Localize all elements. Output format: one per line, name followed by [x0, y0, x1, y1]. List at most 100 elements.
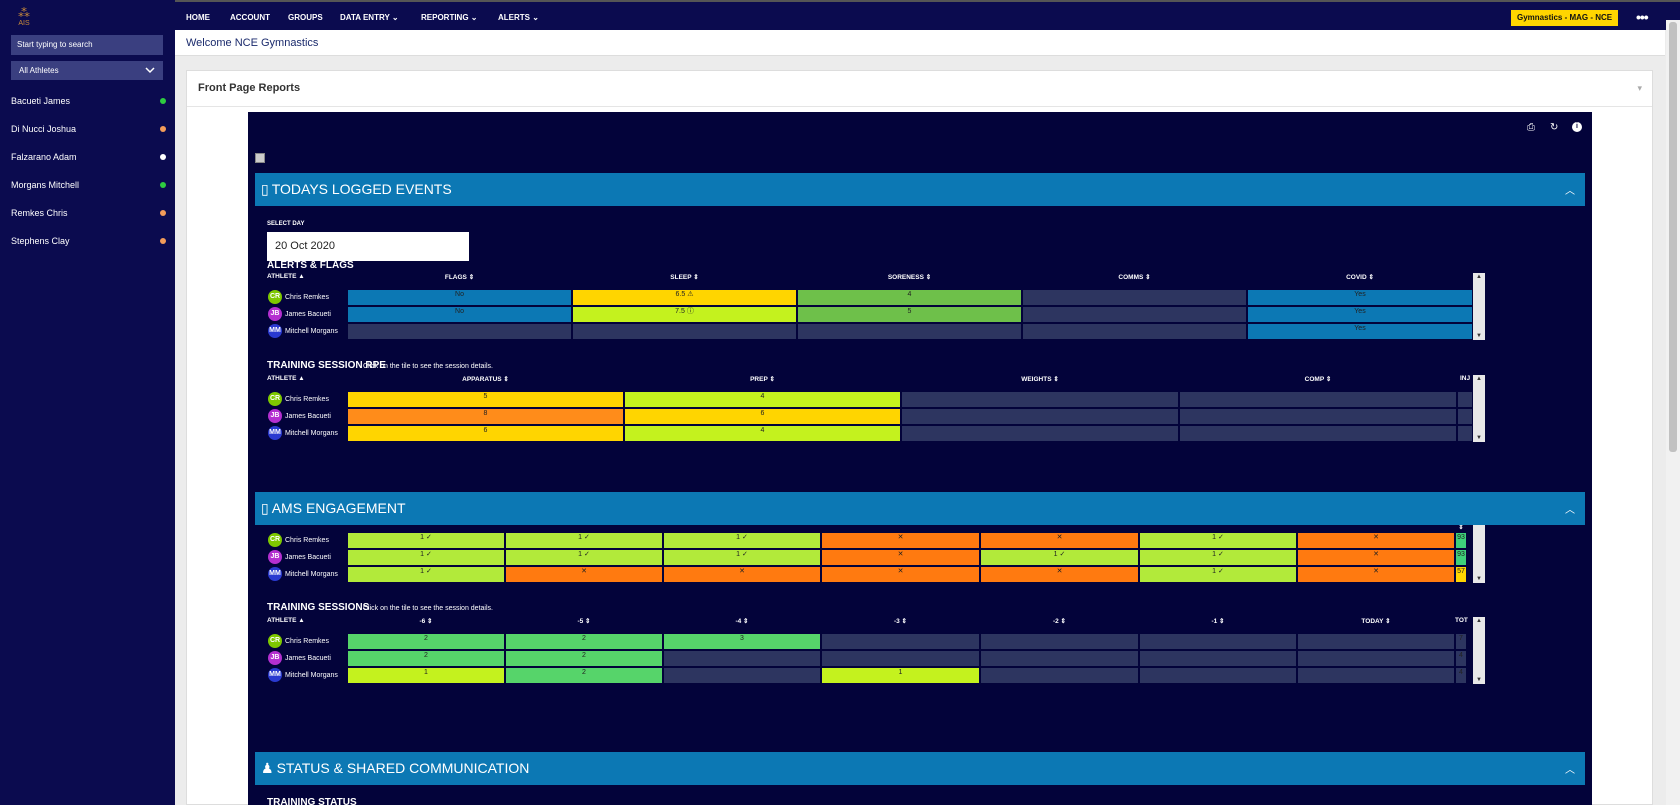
data-tile[interactable]: ✕	[1297, 549, 1455, 566]
scroll-down-icon[interactable]: ▼	[1476, 677, 1482, 683]
data-tile[interactable]	[1139, 633, 1297, 650]
data-tile[interactable]: ✕	[1297, 566, 1455, 583]
athlete-name[interactable]: Chris Remkes	[285, 638, 329, 645]
column-header[interactable]: APPARATUS ⇕	[462, 376, 509, 383]
table-scrollbar[interactable]: ▲▼	[1473, 617, 1485, 684]
data-tile[interactable]	[901, 391, 1179, 408]
print-icon[interactable]: ⎙	[1527, 122, 1535, 133]
table-scrollbar[interactable]: ▲▼	[1473, 273, 1485, 340]
athlete-filter-select[interactable]: All Athletes	[11, 61, 163, 80]
data-tile[interactable]: 1	[821, 667, 980, 684]
column-header[interactable]: COVID ⇕	[1346, 274, 1374, 281]
nav-alerts[interactable]: ALERTS ⌄	[498, 13, 539, 22]
data-tile[interactable]	[980, 667, 1139, 684]
data-tile[interactable]: 2	[505, 650, 663, 667]
data-tile[interactable]: 2	[505, 667, 663, 684]
nav-account[interactable]: ACCOUNT	[230, 13, 270, 22]
column-header[interactable]: INJ	[1459, 375, 1471, 382]
data-tile[interactable]: No	[347, 289, 572, 306]
data-tile[interactable]: 1	[347, 667, 505, 684]
nav-data-entry[interactable]: DATA ENTRY ⌄	[340, 13, 399, 22]
sidebar-athlete-item[interactable]: Morgans Mitchell	[11, 178, 166, 192]
column-header[interactable]: TOT	[1455, 617, 1468, 624]
data-tile[interactable]: 2	[347, 650, 505, 667]
column-header[interactable]: COMMS ⇕	[1118, 274, 1151, 281]
column-header[interactable]: TODAY ⇕	[1361, 618, 1391, 625]
sidebar-athlete-item[interactable]: Bacueti James	[11, 94, 166, 108]
athlete-name[interactable]: Mitchell Morgans	[285, 672, 338, 679]
nav-groups[interactable]: GROUPS	[288, 13, 323, 22]
column-header[interactable]: -6 ⇕	[419, 618, 433, 625]
athlete-name[interactable]: James Bacueti	[285, 311, 331, 318]
athlete-name[interactable]: Mitchell Morgans	[285, 328, 338, 335]
data-tile[interactable]: Yes	[1247, 306, 1473, 323]
data-tile[interactable]	[1022, 306, 1247, 323]
data-tile[interactable]: 1 ✓	[980, 549, 1139, 566]
data-tile[interactable]: 4	[797, 289, 1022, 306]
column-header[interactable]: ATHLETE ▲	[267, 375, 305, 382]
column-header[interactable]: -4 ⇕	[735, 618, 749, 625]
data-tile[interactable]	[1139, 667, 1297, 684]
data-tile[interactable]	[1297, 650, 1455, 667]
column-header[interactable]: -5 ⇕	[577, 618, 591, 625]
data-tile[interactable]: 2	[505, 633, 663, 650]
athlete-name[interactable]: Chris Remkes	[285, 537, 329, 544]
sidebar-athlete-item[interactable]: Di Nucci Joshua	[11, 122, 166, 136]
table-scrollbar[interactable]: ▲▼	[1473, 516, 1485, 583]
scroll-down-icon[interactable]: ▼	[1476, 576, 1482, 582]
athlete-name[interactable]: James Bacueti	[285, 413, 331, 420]
column-header[interactable]: FLAGS ⇕	[444, 274, 475, 281]
data-tile[interactable]: 4	[624, 391, 901, 408]
column-header[interactable]: -1 ⇕	[1211, 618, 1225, 625]
column-header[interactable]: -3 ⇕	[893, 618, 908, 625]
data-tile[interactable]: 8	[347, 408, 624, 425]
section-status-shared-communication[interactable]: ♟ STATUS & SHARED COMMUNICATION ︿	[255, 752, 1585, 785]
data-tile[interactable]: ✕	[663, 566, 821, 583]
data-tile[interactable]	[980, 633, 1139, 650]
data-tile[interactable]	[1139, 650, 1297, 667]
data-tile[interactable]: ✕	[1297, 532, 1455, 549]
data-tile[interactable]	[980, 650, 1139, 667]
data-tile[interactable]	[1297, 633, 1455, 650]
data-tile[interactable]: 4	[1455, 667, 1467, 684]
sidebar-athlete-item[interactable]: Remkes Chris	[11, 206, 166, 220]
scroll-up-icon[interactable]: ▲	[1476, 274, 1482, 280]
column-header[interactable]: ATHLETE ▲	[267, 617, 305, 624]
scroll-down-icon[interactable]: ▼	[1476, 333, 1482, 339]
scroll-up-icon[interactable]: ▲	[1476, 376, 1482, 382]
data-tile[interactable]: 4	[624, 425, 901, 442]
data-tile[interactable]: 6	[347, 425, 624, 442]
column-header[interactable]: SORENESS ⇕	[887, 274, 932, 281]
data-tile[interactable]	[821, 650, 980, 667]
athlete-name[interactable]: Chris Remkes	[285, 294, 329, 301]
data-tile[interactable]: 57	[1455, 566, 1467, 583]
data-tile[interactable]	[1179, 408, 1457, 425]
athlete-search-input[interactable]: Start typing to search	[11, 35, 163, 55]
data-tile[interactable]: 1 ✓	[663, 549, 821, 566]
data-tile[interactable]: 2	[347, 633, 505, 650]
data-tile[interactable]: 93	[1455, 549, 1467, 566]
page-scrollbar[interactable]	[1666, 20, 1680, 805]
data-tile[interactable]: 1 ✓	[347, 566, 505, 583]
select-day-input[interactable]: 20 Oct 2020	[267, 232, 469, 261]
data-tile[interactable]: 93	[1455, 532, 1467, 549]
info-icon[interactable]: i	[1572, 122, 1582, 132]
data-tile[interactable]: 1 ✓	[1139, 532, 1297, 549]
data-tile[interactable]: ✕	[980, 566, 1139, 583]
section-ams-engagement[interactable]: ▯ AMS ENGAGEMENT ︿	[255, 492, 1585, 525]
data-tile[interactable]	[1457, 408, 1473, 425]
ais-logo[interactable]: ⁂ AIS	[18, 6, 30, 27]
athlete-name[interactable]: Mitchell Morgans	[285, 430, 338, 437]
column-header[interactable]: COMP ⇕	[1304, 376, 1332, 383]
data-tile[interactable]	[821, 633, 980, 650]
data-tile[interactable]: 5	[347, 391, 624, 408]
data-tile[interactable]: 7	[1455, 633, 1467, 650]
data-tile[interactable]: 1 ✓	[347, 549, 505, 566]
table-scrollbar[interactable]: ▲▼	[1473, 375, 1485, 442]
refresh-icon[interactable]: ↻	[1550, 122, 1559, 133]
scroll-up-icon[interactable]: ▲	[1476, 618, 1482, 624]
data-tile[interactable]: 5	[797, 306, 1022, 323]
data-tile[interactable]: ✕	[821, 566, 980, 583]
data-tile[interactable]	[797, 323, 1022, 340]
nav-home[interactable]: HOME	[186, 13, 210, 22]
